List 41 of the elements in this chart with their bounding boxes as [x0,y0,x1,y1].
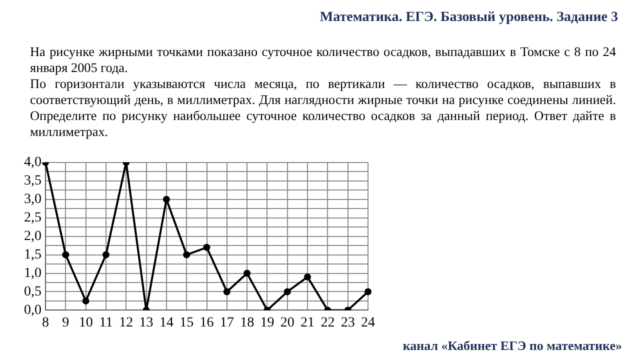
x-tick-label: 18 [240,315,254,330]
point [102,251,110,258]
y-tick-label: 4,0 [24,155,42,170]
point [183,251,190,258]
x-tick-label: 13 [139,315,154,330]
text: Математика. ЕГЭ. Базовый уровень. Задание 3 [320,10,618,26]
x-tick-label: 16 [200,315,214,330]
text: По горизонтали указываются числа месяца, по вертикали — количество осадков, выпавших в соответствующий день, в миллиметрах. Для наглядности жирные точки на рисунке соединены линией. Определите по рисунку наибольшее суточное количество осадков за данный период. Ответ дайте в миллиметрах. [30,76,616,140]
x-tick-label: 8 [42,315,49,330]
point [284,288,291,296]
x-tick-label: 23 [340,315,355,330]
x-tick-label: 17 [220,315,234,330]
x-tick-label: 15 [180,315,194,330]
x-tick-label: 20 [280,315,294,330]
point [223,288,230,296]
text: канал «Кабинет ЕГЭ по математике» [402,338,622,354]
y-tick-label: 0,0 [24,302,42,318]
point [162,196,170,203]
y-tick-label: 3,5 [24,174,42,189]
x-tick-label: 21 [300,315,315,330]
y-tick-label: 0,5 [24,284,42,300]
x-tick-label: 9 [62,315,70,330]
chart-subtitle: На рисунке жирными точками показано суточное количество осадков, выпадавших в Томске с 8 по 24 января 2005 года. [30,44,616,76]
point [244,270,251,277]
point [203,244,210,251]
point [82,297,90,304]
x-tick-label: 10 [78,315,93,330]
x-tick-label: 19 [260,315,274,330]
y-tick-label: 3,0 [24,192,42,208]
y-tick-label: 1,0 [24,266,42,281]
x-tick-label: 24 [361,315,375,330]
point [364,288,372,296]
y-tick-label: 1,5 [24,247,42,262]
point [62,251,70,258]
point [304,273,312,280]
x-tick-label: 22 [320,315,335,330]
x-tick-label: 12 [119,315,134,330]
y-tick-label: 2,5 [24,210,42,226]
y-tick-label: 2,0 [24,228,42,244]
x-tick-label: 14 [159,315,174,330]
x-tick-label: 11 [99,315,113,330]
